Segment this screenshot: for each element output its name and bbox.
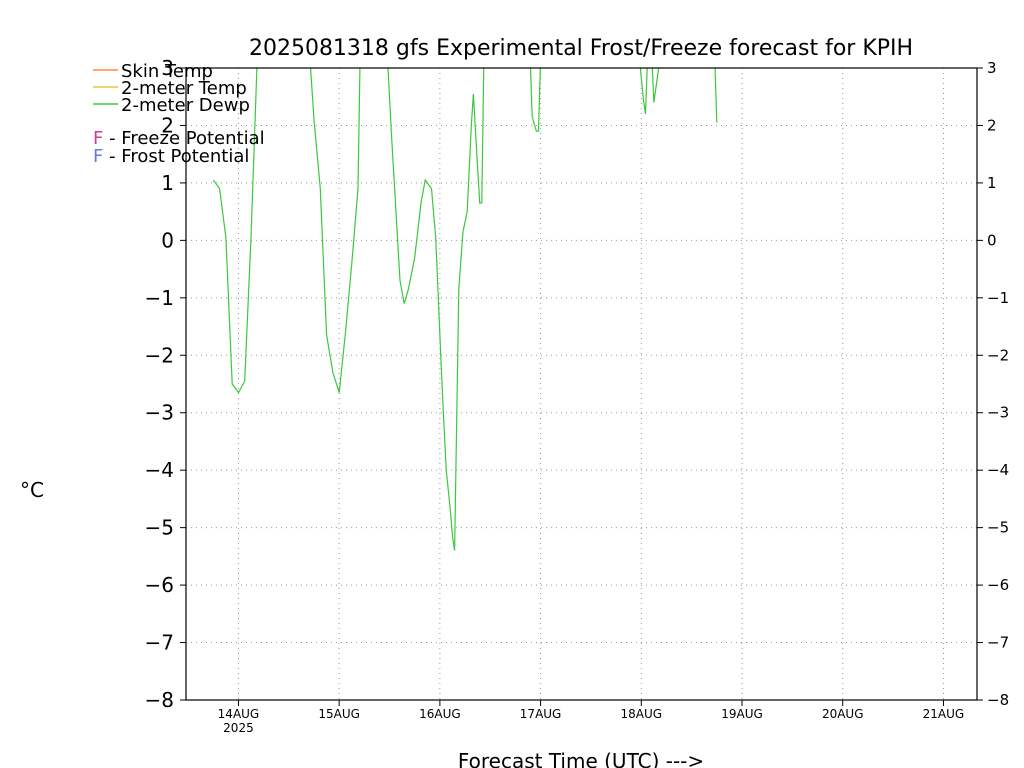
potential-legend-label: - Freeze Potential	[103, 128, 264, 149]
x-tick-label: 15AUG	[318, 707, 360, 721]
y-tick-label: −6	[145, 573, 174, 597]
series-line-dewpoint	[387, 68, 485, 551]
y-tick-label: −5	[145, 516, 174, 540]
legend-label: 2-meter Dewp	[121, 95, 250, 116]
x-tick-label: 14AUG	[218, 707, 260, 721]
gridlines	[186, 68, 977, 700]
y-tick-label: −7	[145, 631, 174, 655]
y-tick-label-right: 3	[987, 59, 997, 77]
y-tick-label: 0	[161, 228, 174, 252]
y-tick-label: 2	[161, 113, 174, 137]
legend-label: 2-meter Temp	[121, 78, 247, 99]
x-tick-label: 17AUG	[520, 707, 562, 721]
x-tick-label: 21AUG	[923, 707, 965, 721]
potential-legend-letter: F	[93, 128, 103, 149]
y-tick-label-right: 1	[987, 174, 997, 192]
y-tick-label-right: −7	[987, 634, 1009, 652]
x-tick-label: 19AUG	[721, 707, 763, 721]
potential-legend-label: - Frost Potential	[103, 146, 249, 167]
y-tick-label-right: −6	[987, 576, 1009, 594]
series-line-dewpoint	[309, 68, 361, 393]
y-axis-right: −8 −7 −6 −5 −4 −3 −2 −1 0 1 2 3	[977, 59, 1009, 709]
y-tick-label: −2	[145, 343, 174, 367]
y-tick-label: −3	[145, 401, 174, 425]
series-line-dewpoint	[639, 68, 648, 115]
series-layer	[212, 68, 718, 551]
x-axis-label: Forecast Time (UTC) --->	[458, 749, 704, 768]
y-tick-label-right: −5	[987, 519, 1009, 537]
y-tick-label-right: 0	[987, 231, 997, 249]
x-tick-label: 16AUG	[419, 707, 461, 721]
potential-legend-entry: F - Frost Potential	[93, 146, 249, 167]
chart-title: 2025081318 gfs Experimental Frost/Freeze…	[249, 36, 913, 61]
y-axis-label: °C	[20, 478, 44, 502]
plot-frame	[185, 67, 978, 701]
x-tick-label: 18AUG	[621, 707, 663, 721]
y-tick-label: 3	[161, 56, 174, 80]
y-tick-label-right: 2	[987, 116, 997, 134]
x-tick-sublabel: 2025	[223, 721, 254, 735]
series-line-dewpoint	[212, 68, 258, 394]
y-tick-label-right: −2	[987, 346, 1009, 364]
legend-label: Skin Temp	[121, 61, 213, 82]
y-tick-label: 1	[161, 171, 174, 195]
y-tick-label-right: −3	[987, 404, 1009, 422]
y-tick-label: −4	[145, 458, 174, 482]
y-tick-label: −8	[145, 688, 174, 712]
y-axis-left: −8 −7 −6 −5 −4 −3 −2 −1 0 1 2 3	[145, 56, 186, 712]
y-tick-label-right: −8	[987, 691, 1009, 709]
potential-legend-letter: F	[93, 146, 103, 167]
series-line-dewpoint	[714, 68, 718, 123]
series-line-dewpoint	[529, 68, 541, 132]
y-tick-label: −1	[145, 286, 174, 310]
series-line-dewpoint	[651, 68, 660, 103]
y-tick-label-right: −1	[987, 289, 1009, 307]
potential-legend-entry: F - Freeze Potential	[93, 128, 265, 149]
y-tick-label-right: −4	[987, 461, 1009, 479]
x-tick-label: 20AUG	[822, 707, 864, 721]
